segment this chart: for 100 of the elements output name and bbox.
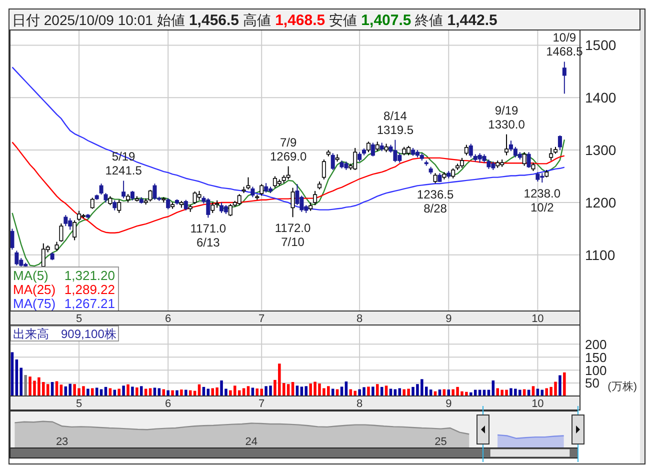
candlestick xyxy=(72,220,77,241)
line-series xyxy=(12,138,566,267)
bar xyxy=(558,375,562,396)
bar xyxy=(367,386,370,396)
bar xyxy=(68,384,72,396)
candlestick xyxy=(558,134,562,151)
candlestick xyxy=(366,141,370,153)
bar xyxy=(176,390,178,396)
candlestick xyxy=(370,142,375,157)
candlestick xyxy=(59,222,64,242)
candlestick xyxy=(313,190,318,206)
candlestick xyxy=(246,176,250,190)
text: MA(25) xyxy=(13,282,56,297)
candlestick xyxy=(451,168,456,179)
candlestick xyxy=(166,198,170,210)
bar xyxy=(91,388,94,396)
y-tick-label: 1400 xyxy=(585,90,616,106)
bar xyxy=(136,387,138,396)
bar xyxy=(180,390,183,396)
x-tick-label: 8 xyxy=(356,398,363,410)
candlestick xyxy=(330,152,335,170)
x-tick-label: 10 xyxy=(532,313,544,325)
candlestick xyxy=(130,190,134,201)
chart-title: 日付 2025/10/09 10:01 始値 1,456.5 高値 1,468.5 安値 1,407.5 終値 1,442.5 xyxy=(12,12,498,29)
candlestick xyxy=(286,166,290,180)
annotation: 8/14 1319.5 xyxy=(376,108,414,137)
candlestick xyxy=(250,186,255,198)
candlestick xyxy=(117,199,122,214)
candlestick xyxy=(358,152,362,162)
x-tick-label: 7 xyxy=(258,313,265,325)
bar xyxy=(86,388,90,396)
candlestick xyxy=(468,143,473,158)
bar xyxy=(184,390,188,396)
y-tick-label: 100 xyxy=(585,362,607,378)
candlestick xyxy=(152,183,157,200)
candlestick xyxy=(237,194,242,206)
x-tick-label: 9 xyxy=(446,398,452,410)
annotation: 1,267.21 xyxy=(64,296,115,311)
bar xyxy=(171,390,174,396)
candlestick xyxy=(90,197,94,210)
bar xyxy=(10,352,14,396)
candlestick xyxy=(220,202,224,214)
x-tick-label: 25 xyxy=(434,436,447,448)
x-tick-label: 7 xyxy=(258,398,265,410)
y-tick-label: 150 xyxy=(585,350,607,365)
bar xyxy=(122,386,125,396)
x-tick-label: 8 xyxy=(356,313,363,325)
annotation: 1172.0 7/10 xyxy=(274,221,312,250)
annotation: 1238.0 10/2 xyxy=(524,186,561,215)
y-tick-label: 1300 xyxy=(585,142,616,158)
y-axis-title: (万株) xyxy=(608,380,637,393)
bar xyxy=(131,386,134,396)
x-tick-label: 5 xyxy=(76,398,82,410)
bar xyxy=(376,384,379,396)
annotation: 1,289.22 xyxy=(64,282,115,297)
candlestick xyxy=(460,157,464,168)
candlestick xyxy=(290,187,295,218)
x-tick-label: 24 xyxy=(245,436,258,448)
bar xyxy=(24,375,27,396)
x-tick-label: 5 xyxy=(76,313,82,325)
candlestick xyxy=(536,172,540,182)
candlestick xyxy=(522,152,526,166)
candlestick xyxy=(77,210,82,222)
bar xyxy=(166,390,170,396)
bar xyxy=(372,386,374,396)
candlestick xyxy=(14,250,19,266)
x-tick-label: 10 xyxy=(532,398,544,410)
candlestick xyxy=(264,182,268,194)
y-tick-label: 1500 xyxy=(585,37,616,54)
candlestick xyxy=(322,158,326,180)
bar xyxy=(470,392,472,396)
series-label: MA(5) xyxy=(13,268,48,283)
annotation: 1171.0 6/13 xyxy=(190,222,226,250)
x-tick-label: 23 xyxy=(56,436,68,448)
bar xyxy=(260,388,263,396)
chart-title: 出来高 909,100株 xyxy=(13,327,116,341)
candlestick xyxy=(260,184,264,196)
x-tick-label: 6 xyxy=(165,313,172,325)
candlestick xyxy=(375,141,380,152)
y-tick-label: 1200 xyxy=(585,194,616,211)
bar xyxy=(354,390,356,396)
x-tick-label: 6 xyxy=(165,398,172,410)
candlestick xyxy=(64,214,68,227)
bar xyxy=(126,384,130,396)
y-tick-label: 200 xyxy=(585,336,607,352)
candlestick xyxy=(504,134,509,156)
candlestick xyxy=(184,199,188,211)
candlestick xyxy=(112,200,117,211)
annotation: 1236.5 8/28 xyxy=(416,187,454,216)
annotation: 9/19 1330.0 xyxy=(488,103,526,132)
bar xyxy=(563,372,566,396)
text: MA(75) xyxy=(13,296,56,311)
candlestick xyxy=(526,152,531,168)
annotation: 7/9 1269.0 xyxy=(270,135,307,164)
candlestick xyxy=(562,61,566,94)
x-tick-label: 9 xyxy=(446,313,452,325)
candlestick xyxy=(148,189,152,202)
candlestick xyxy=(549,147,554,162)
y-tick-label: 1100 xyxy=(585,246,616,263)
candlestick xyxy=(464,144,468,156)
